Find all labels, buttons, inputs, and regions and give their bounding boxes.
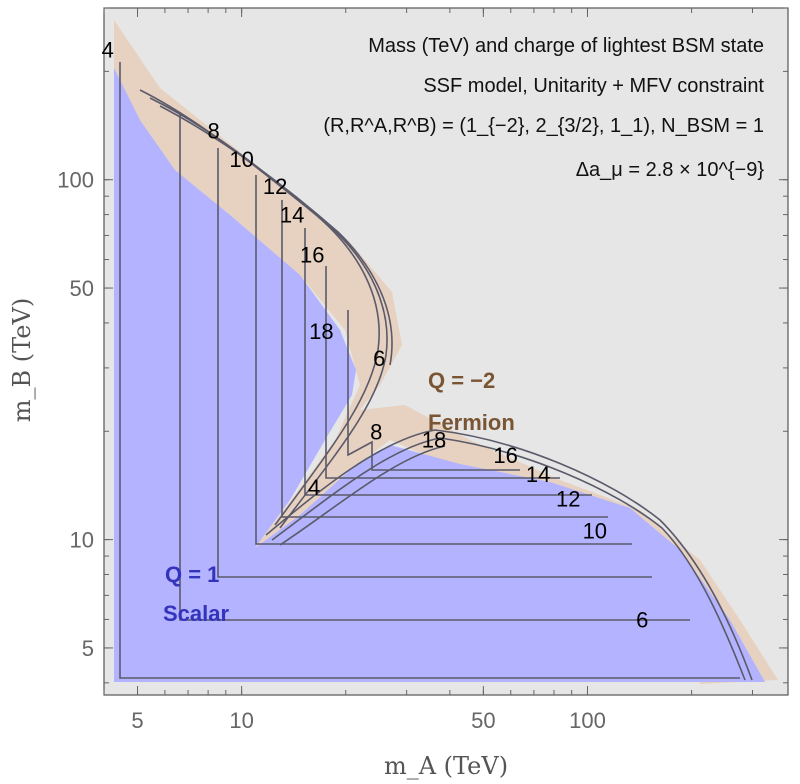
x-tick-label: 100 (569, 708, 606, 733)
contour-label: 18 (422, 427, 446, 452)
contour-label: 12 (556, 487, 580, 512)
info-line: Δa_μ = 2.8 × 10^{−9} (576, 159, 765, 181)
fermion-type-label: Fermion (428, 410, 515, 435)
contour-label: 4 (102, 38, 114, 63)
y-tick-label: 50 (70, 276, 94, 301)
scalar-region (114, 68, 765, 682)
axis-ticks (103, 7, 788, 695)
contour-label: 14 (526, 462, 550, 487)
contour-label: 16 (493, 443, 517, 468)
contour-label: 18 (309, 319, 333, 344)
contour-label: 8 (370, 419, 382, 444)
info-box: Mass (TeV) and charge of lightest BSM st… (323, 35, 764, 181)
y-tick-label: 10 (70, 528, 94, 553)
y-tick-label: 5 (82, 636, 94, 661)
contour-label: 4 (308, 475, 320, 500)
info-line: Mass (TeV) and charge of lightest BSM st… (368, 35, 764, 57)
contour-label: 6 (636, 607, 648, 632)
contour-lines (119, 62, 753, 681)
x-tick-label: 10 (229, 708, 253, 733)
contour-label: 14 (280, 203, 304, 228)
y-axis-title: m_B (TeV) (8, 298, 36, 422)
plot-frame (103, 7, 789, 696)
info-line: (R,R^A,R^B) = (1_{−2}, 2_{3/2}, 1_1), N_… (323, 115, 764, 137)
contour-label: 10 (583, 518, 607, 543)
region-labels: Q = 1 Scalar Q = −2 Fermion (163, 368, 515, 626)
y-tick-label: 100 (57, 168, 94, 193)
contour-label: 6 (373, 346, 385, 371)
x-axis-title: m_A (TeV) (384, 752, 508, 780)
info-line: SSF model, Unitarity + MFV constraint (423, 75, 764, 97)
scalar-type-label: Scalar (163, 601, 229, 626)
contour-label: 12 (263, 174, 287, 199)
contour-label: 8 (208, 119, 220, 144)
contour-label: 10 (229, 147, 253, 172)
x-tick-label: 5 (131, 708, 143, 733)
x-tick-label: 50 (471, 708, 495, 733)
scalar-charge-label: Q = 1 (165, 562, 219, 587)
fermion-charge-label: Q = −2 (428, 368, 495, 393)
contour-label: 16 (300, 242, 324, 267)
axis-tick-labels: 5 10 50 100 5 10 50 100 (57, 168, 606, 733)
